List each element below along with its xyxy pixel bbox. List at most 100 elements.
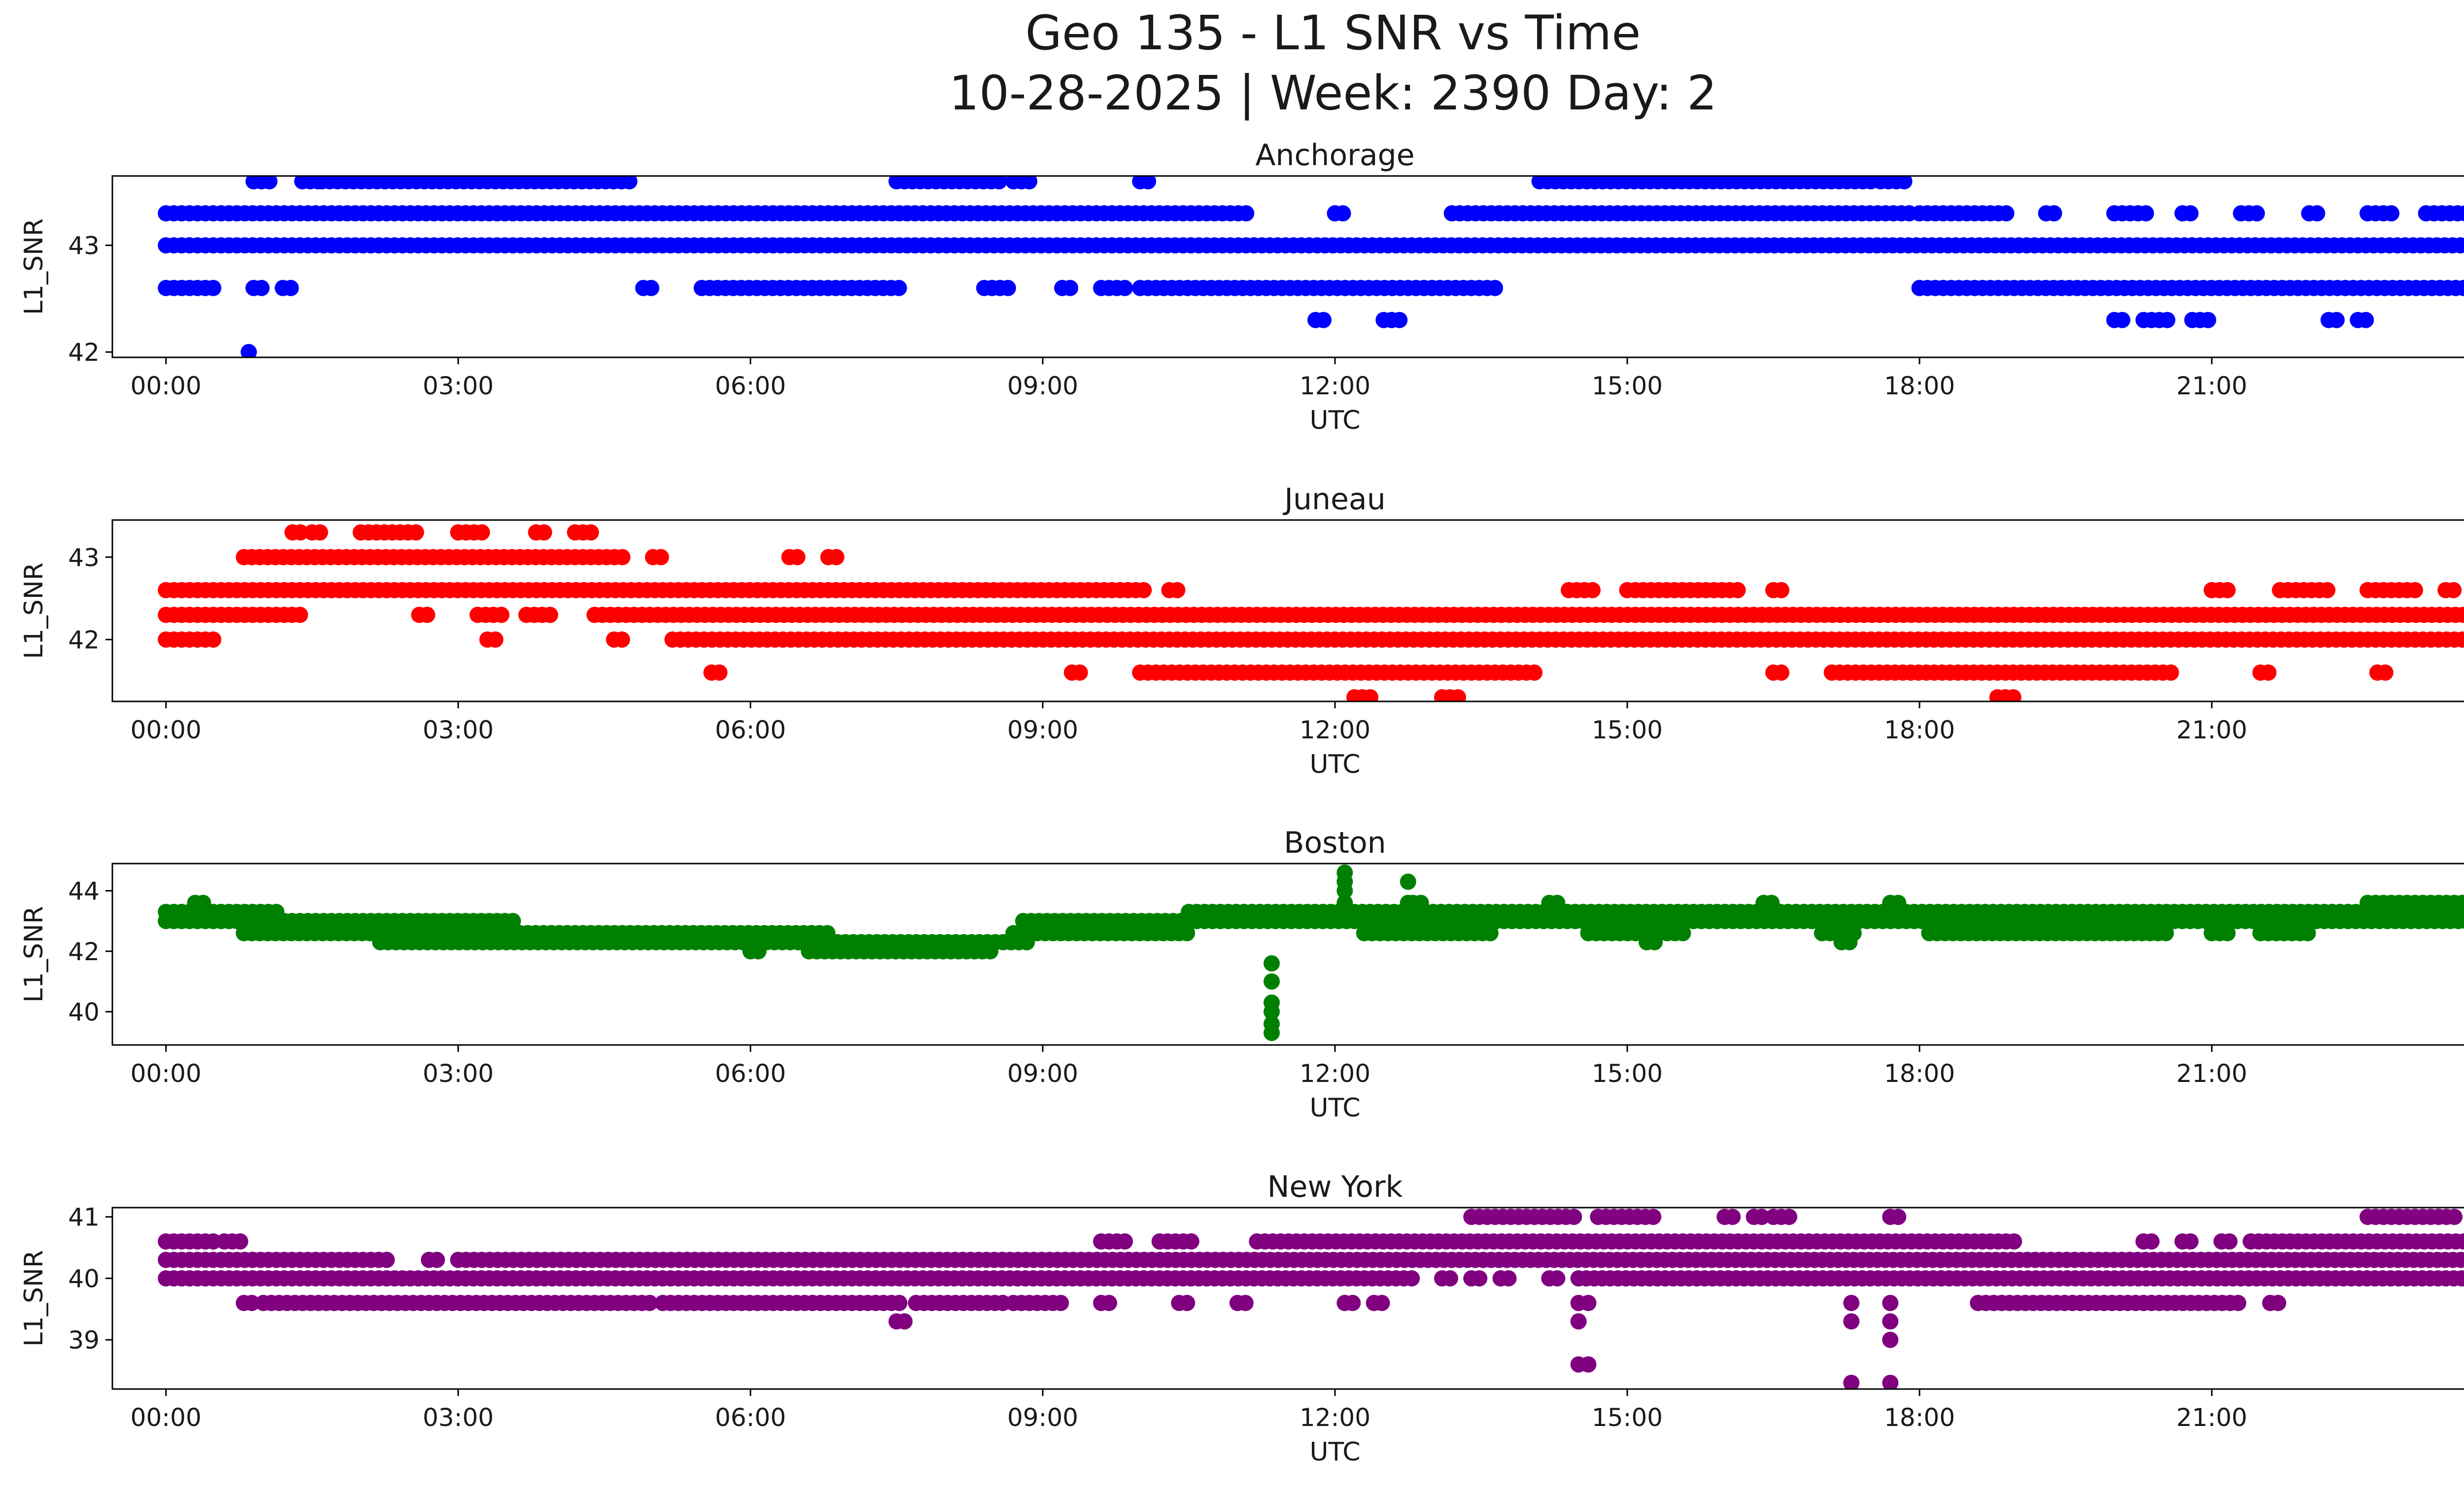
- data-point: [232, 1233, 248, 1250]
- y-axis-label: L1_SNR: [19, 218, 49, 315]
- data-point: [1566, 1209, 1582, 1225]
- y-axis-label: L1_SNR: [19, 906, 49, 1003]
- data-point: [1019, 934, 1035, 950]
- data-point: [1442, 1270, 1458, 1286]
- data-point: [2182, 1233, 2199, 1250]
- data-point: [2452, 237, 2464, 254]
- x-tick-label: 21:00: [2176, 372, 2247, 400]
- data-point: [1335, 205, 1351, 222]
- data-point: [2453, 1252, 2464, 1268]
- data-point: [1843, 1313, 1860, 1330]
- panels: Anchorage 42 43 00:00 03:00 06:00 09:00 12:00 15…: [19, 138, 2464, 1467]
- subplot-title: Anchorage: [1255, 138, 1414, 173]
- panel-juneau: Juneau 42 43 00:00 03:00 06:00 09:00 12:00 15:00…: [19, 482, 2464, 779]
- data-point: [408, 524, 424, 541]
- data-point: [2005, 689, 2021, 701]
- x-tick-label: 00:00: [131, 1403, 202, 1432]
- data-point: [2461, 1272, 2464, 1285]
- data-point: [1071, 664, 1088, 681]
- data-point: [2046, 205, 2062, 222]
- x-tick-label: 00:00: [131, 716, 202, 744]
- x-tick-label: 03:00: [423, 1059, 494, 1088]
- x-axis-label: UTC: [1309, 406, 1360, 435]
- data-point: [2377, 664, 2394, 681]
- data-point: [292, 606, 308, 623]
- data-point: [582, 524, 599, 541]
- x-tick-label: 03:00: [423, 1403, 494, 1432]
- x-tick-label: 06:00: [715, 372, 786, 400]
- data-point: [614, 549, 631, 565]
- data-point: [505, 913, 521, 929]
- data-point: [1570, 1313, 1587, 1330]
- data-point: [1753, 1209, 1770, 1225]
- data-point: [261, 176, 278, 190]
- panel-new-york: New York 39 40 41 00:00 03:00 06:00 09:00 12:00 1…: [19, 1170, 2464, 1467]
- data-point: [1580, 1294, 1597, 1311]
- data-point: [1021, 176, 1038, 190]
- data-point: [253, 279, 270, 296]
- data-point: [2455, 279, 2464, 296]
- y-tick-label: 43: [68, 543, 100, 572]
- y-axis-label: L1_SNR: [19, 562, 49, 659]
- data-point: [1843, 1294, 1860, 1311]
- data-point: [311, 524, 328, 541]
- data-point: [1645, 1209, 1662, 1225]
- data-point: [2445, 582, 2462, 598]
- data-point: [2407, 582, 2423, 598]
- x-tick-label: 18:00: [1884, 1059, 1955, 1088]
- y-tick-label: 41: [68, 1203, 100, 1232]
- data-point: [1412, 895, 1429, 911]
- data-point: [2454, 895, 2464, 911]
- x-tick-label: 03:00: [423, 716, 494, 744]
- data-point: [1549, 1270, 1566, 1286]
- data-point: [890, 279, 907, 296]
- data-point: [1526, 664, 1543, 681]
- x-tick-label: 21:00: [2176, 716, 2247, 744]
- data-point: [2162, 664, 2179, 681]
- figure-title-line1: Geo 135 - L1 SNR vs Time: [1026, 5, 1641, 61]
- data-point: [1400, 895, 1416, 911]
- data-point: [1781, 1209, 1798, 1225]
- x-tick-label: 09:00: [1007, 716, 1078, 744]
- data-point: [2219, 925, 2236, 941]
- data-point: [1773, 582, 1790, 598]
- x-tick-label: 09:00: [1007, 372, 1078, 400]
- subplot-title: Boston: [1284, 826, 1386, 860]
- data-point: [1580, 1356, 1597, 1373]
- data-point: [2270, 1294, 2287, 1311]
- data-point: [2221, 1233, 2238, 1250]
- data-point: [1549, 895, 1566, 911]
- data-point: [2200, 312, 2217, 328]
- data-point: [2455, 606, 2464, 623]
- data-point: [1238, 205, 1255, 222]
- data-point: [1117, 279, 1133, 296]
- data-point: [2461, 1253, 2464, 1267]
- data-point: [2458, 913, 2464, 929]
- data-point: [991, 176, 1007, 190]
- x-tick-label: 09:00: [1007, 1403, 1078, 1432]
- data-point: [1763, 895, 1780, 911]
- data-point: [292, 524, 309, 541]
- data-points: [158, 176, 2464, 357]
- x-axis-label: UTC: [1309, 1437, 1360, 1467]
- data-point: [1646, 934, 1663, 950]
- data-point: [1362, 689, 1378, 701]
- x-axis-label: UTC: [1309, 750, 1360, 779]
- data-point: [1183, 1233, 1199, 1250]
- data-point: [1403, 1270, 1420, 1286]
- data-point: [1336, 895, 1353, 911]
- y-tick-label: 44: [68, 877, 100, 905]
- data-point: [1890, 895, 1907, 911]
- data-point: [828, 549, 845, 565]
- data-point: [1882, 1294, 1899, 1311]
- data-point: [2455, 1233, 2464, 1250]
- data-point: [1487, 279, 1504, 296]
- data-point: [1882, 1331, 1899, 1348]
- data-point: [2319, 582, 2336, 598]
- data-point: [378, 1252, 395, 1268]
- data-point: [1882, 1313, 1899, 1330]
- data-point: [1264, 1025, 1280, 1041]
- data-point: [2454, 631, 2464, 648]
- data-point: [896, 1313, 913, 1330]
